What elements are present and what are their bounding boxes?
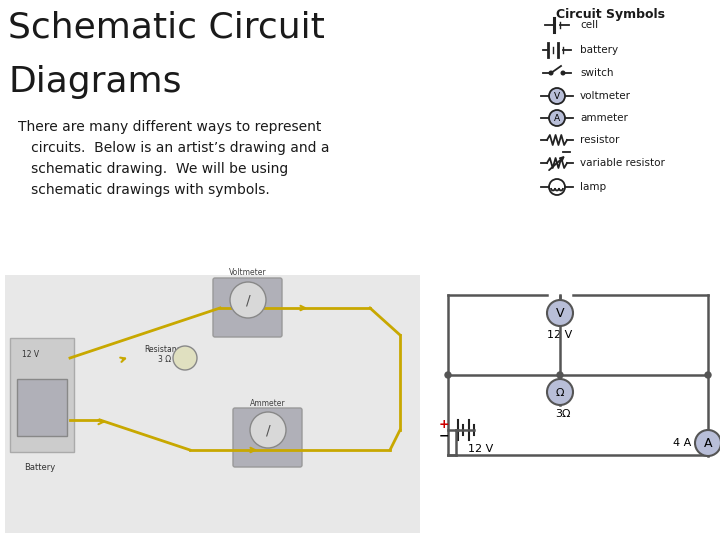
Text: Ammeter: Ammeter (250, 399, 286, 408)
FancyBboxPatch shape (17, 379, 67, 436)
Text: battery: battery (580, 45, 618, 55)
Circle shape (445, 372, 451, 378)
Text: Ω: Ω (556, 388, 564, 397)
Text: 4 A: 4 A (672, 438, 691, 448)
Text: ammeter: ammeter (580, 113, 628, 123)
Circle shape (547, 300, 573, 326)
Text: cell: cell (580, 20, 598, 30)
FancyBboxPatch shape (213, 278, 282, 337)
Text: V: V (556, 307, 564, 320)
Text: 12 V: 12 V (547, 330, 572, 340)
Circle shape (705, 372, 711, 378)
Text: −: − (438, 429, 449, 442)
Text: Circuit Symbols: Circuit Symbols (556, 8, 665, 21)
Text: There are many different ways to represent
   circuits.  Below is an artist’s dr: There are many different ways to represe… (18, 120, 330, 198)
Text: Voltmeter: Voltmeter (229, 268, 267, 277)
Circle shape (695, 430, 720, 456)
Circle shape (561, 71, 564, 75)
Text: Schematic Circuit: Schematic Circuit (8, 10, 325, 44)
Text: +: + (438, 417, 449, 430)
Text: A: A (554, 114, 560, 123)
Circle shape (547, 379, 573, 405)
Circle shape (173, 346, 197, 370)
Text: 12 V: 12 V (468, 444, 493, 454)
Text: A: A (703, 437, 712, 450)
Circle shape (557, 372, 563, 378)
Circle shape (549, 88, 565, 104)
Text: 12 V: 12 V (22, 350, 39, 359)
Circle shape (230, 282, 266, 318)
Text: switch: switch (580, 68, 613, 78)
Circle shape (549, 71, 553, 75)
Text: variable resistor: variable resistor (580, 158, 665, 168)
Text: Resistance
3 Ω: Resistance 3 Ω (144, 345, 186, 364)
Text: voltmeter: voltmeter (580, 91, 631, 101)
Text: V: V (554, 92, 560, 101)
Circle shape (549, 110, 565, 126)
Text: Battery: Battery (24, 463, 55, 472)
Text: Diagrams: Diagrams (8, 65, 181, 99)
Text: /: / (246, 293, 251, 307)
Text: 3Ω: 3Ω (555, 409, 571, 419)
Text: /: / (266, 423, 270, 437)
Text: resistor: resistor (580, 135, 619, 145)
FancyBboxPatch shape (10, 338, 74, 452)
Text: lamp: lamp (580, 182, 606, 192)
Circle shape (250, 412, 286, 448)
FancyBboxPatch shape (5, 275, 420, 533)
FancyBboxPatch shape (233, 408, 302, 467)
